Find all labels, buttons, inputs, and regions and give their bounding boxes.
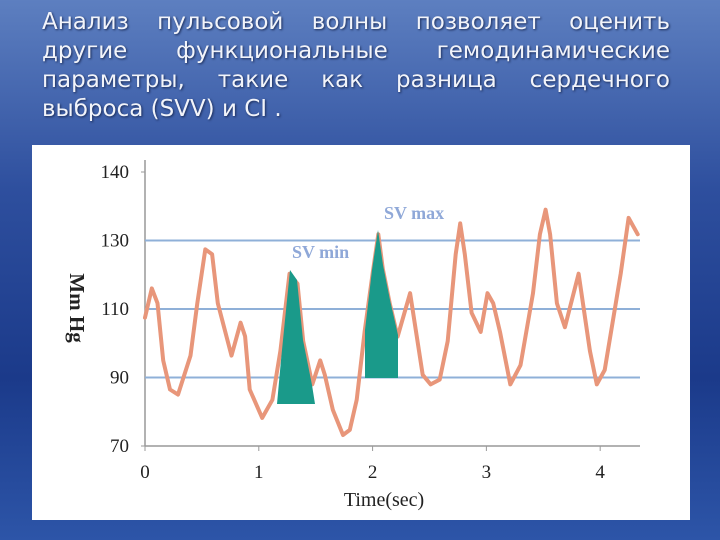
annotation: SV min [292, 242, 349, 262]
slide-text: Анализ пульсовой волны позволяет оценить… [42, 8, 670, 124]
y-tick-label: 130 [101, 231, 130, 252]
x-tick-label: 0 [140, 462, 150, 483]
y-tick-label: 90 [110, 368, 129, 389]
y-axis-label: Mm Hg [65, 273, 89, 343]
annotation: SV max [384, 203, 444, 223]
x-tick-label: 3 [482, 462, 492, 483]
text-line: Анализ пульсовой волны позволяет оценить [42, 9, 670, 35]
text-line: выброса (SVV) и CI . [42, 96, 282, 122]
sv-max-area [365, 230, 398, 378]
x-tick-label: 2 [368, 462, 378, 483]
y-tick-label: 70 [110, 436, 129, 457]
y-tick-label: 140 [101, 162, 130, 183]
chart-panel [32, 145, 690, 520]
x-axis-label: Time(sec) [344, 489, 424, 511]
text-line: параметры, такие как разница сердечного [42, 67, 670, 93]
x-tick-label: 4 [595, 462, 605, 483]
text-line: другие функциональные гемодинамические [42, 38, 670, 64]
x-tick-label: 1 [254, 462, 264, 483]
y-tick-label: 110 [101, 299, 129, 320]
sv-min-area [277, 270, 315, 404]
